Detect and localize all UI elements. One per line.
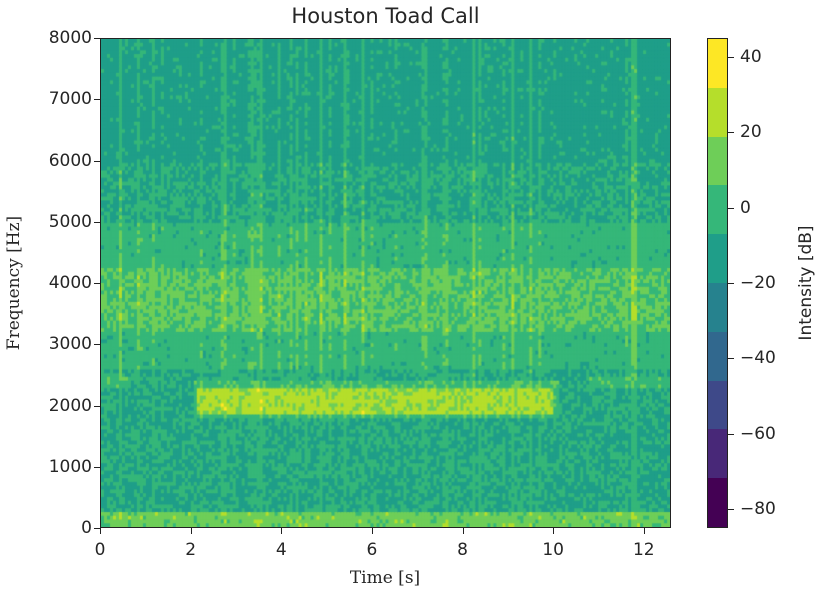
chart-title: Houston Toad Call bbox=[291, 4, 480, 28]
y-tick-label: 8000 bbox=[48, 28, 92, 48]
spectrogram-image bbox=[101, 39, 670, 527]
x-tick-mark bbox=[100, 528, 101, 534]
x-tick-label: 10 bbox=[542, 540, 564, 560]
colorbar-tick-label: −40 bbox=[740, 348, 776, 369]
y-tick-mark bbox=[94, 405, 100, 407]
colorbar-tick-mark bbox=[728, 358, 734, 360]
y-tick-mark bbox=[94, 344, 100, 346]
colorbar-tick-label: 0 bbox=[740, 197, 751, 218]
x-tick-label: 2 bbox=[185, 540, 197, 560]
x-tick-label: 12 bbox=[632, 540, 655, 560]
colorbar-label: Intensity [dB] bbox=[796, 225, 816, 341]
colorbar-tick-mark bbox=[728, 207, 734, 209]
y-tick-label: 7000 bbox=[48, 89, 92, 110]
colorbar-tick-mark bbox=[728, 433, 734, 435]
colorbar-level bbox=[708, 185, 727, 235]
y-tick-mark bbox=[94, 221, 100, 223]
y-tick-mark bbox=[94, 466, 100, 468]
x-tick-mark bbox=[553, 528, 555, 534]
colorbar-level bbox=[708, 478, 727, 527]
x-tick-label: 0 bbox=[94, 540, 106, 560]
x-tick-label: 4 bbox=[275, 540, 287, 560]
colorbar-tick-label: −80 bbox=[740, 499, 776, 520]
spectrogram-plot-area bbox=[100, 38, 671, 528]
y-tick-mark bbox=[94, 38, 100, 39]
x-tick-label: 6 bbox=[366, 540, 378, 560]
y-tick-label: 1000 bbox=[48, 456, 92, 477]
y-tick-mark bbox=[94, 528, 100, 529]
x-tick-mark bbox=[281, 528, 283, 534]
colorbar-level bbox=[708, 429, 727, 479]
colorbar-level bbox=[708, 136, 727, 186]
colorbar bbox=[707, 38, 728, 528]
y-tick-label: 6000 bbox=[48, 150, 92, 171]
colorbar-level bbox=[708, 331, 727, 381]
colorbar-tick-mark bbox=[728, 283, 734, 284]
colorbar-tick-label: 40 bbox=[740, 46, 762, 67]
colorbar-level bbox=[708, 282, 727, 332]
colorbar-level bbox=[708, 380, 727, 430]
colorbar-tick-mark bbox=[728, 132, 734, 134]
colorbar-level bbox=[708, 39, 727, 88]
y-tick-mark bbox=[94, 283, 100, 284]
y-axis-label: Frequency [Hz] bbox=[4, 215, 24, 351]
colorbar-tick-mark bbox=[728, 509, 734, 511]
x-tick-mark bbox=[462, 528, 464, 534]
y-tick-label: 3000 bbox=[48, 334, 92, 355]
x-axis-label: Time [s] bbox=[349, 568, 421, 588]
colorbar-tick-label: −60 bbox=[740, 423, 776, 444]
y-tick-label: 4000 bbox=[48, 273, 92, 293]
y-tick-mark bbox=[94, 160, 100, 162]
colorbar-tick-label: 20 bbox=[740, 122, 762, 143]
colorbar-level bbox=[708, 87, 727, 137]
colorbar-tick-label: −20 bbox=[740, 273, 776, 293]
x-tick-mark bbox=[643, 528, 645, 534]
colorbar-level bbox=[708, 234, 727, 283]
x-tick-label: 8 bbox=[457, 540, 468, 560]
colorbar-tick-mark bbox=[728, 56, 734, 58]
x-tick-mark bbox=[190, 528, 192, 534]
y-tick-mark bbox=[94, 99, 100, 101]
y-tick-label: 5000 bbox=[48, 211, 92, 232]
y-tick-label: 0 bbox=[81, 518, 92, 538]
x-tick-mark bbox=[371, 528, 373, 534]
y-tick-label: 2000 bbox=[48, 395, 92, 416]
